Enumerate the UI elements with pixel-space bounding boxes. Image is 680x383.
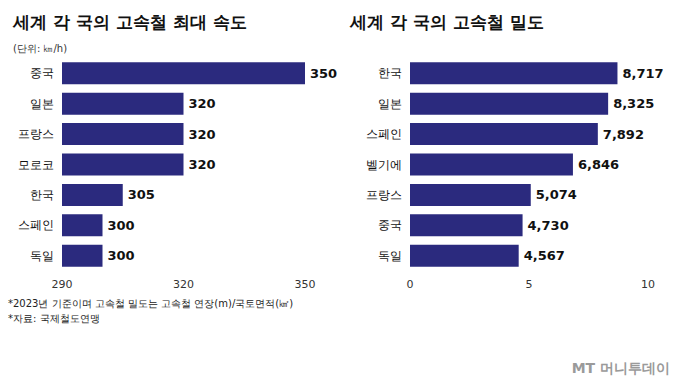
svg-text:350: 350 (310, 66, 337, 81)
svg-text:*자료: 국제철도연맹: *자료: 국제철도연맹 (8, 313, 100, 324)
svg-text:320: 320 (173, 278, 194, 291)
svg-text:0: 0 (407, 278, 414, 291)
svg-text:모로코: 모로코 (18, 158, 54, 172)
svg-text:스페인: 스페인 (18, 218, 54, 232)
svg-text:4,567: 4,567 (524, 248, 565, 263)
svg-text:320: 320 (189, 157, 216, 172)
svg-text:독일: 독일 (30, 249, 54, 263)
svg-text:4,730: 4,730 (528, 218, 569, 233)
svg-text:10: 10 (641, 278, 655, 291)
svg-text:일본: 일본 (378, 97, 402, 111)
svg-text:MT 머니투데이: MT 머니투데이 (572, 360, 670, 376)
svg-text:320: 320 (189, 127, 216, 142)
svg-text:세계 각 국의 고속철 밀도: 세계 각 국의 고속철 밀도 (349, 12, 544, 32)
svg-text:6,846: 6,846 (578, 157, 619, 172)
svg-text:8,325: 8,325 (613, 96, 654, 111)
svg-text:독일: 독일 (378, 249, 402, 263)
svg-text:320: 320 (189, 96, 216, 111)
svg-text:세계 각 국의 고속철 최대 속도: 세계 각 국의 고속철 최대 속도 (12, 12, 247, 32)
svg-text:*2023년 기준이며 고속철 밀도는 고속철 연장(m)/: *2023년 기준이며 고속철 밀도는 고속철 연장(m)/국토면적(㎢) (8, 298, 293, 309)
svg-text:300: 300 (108, 248, 135, 263)
svg-text:벨기에: 벨기에 (366, 158, 402, 172)
svg-text:스페인: 스페인 (366, 127, 402, 141)
svg-text:305: 305 (128, 187, 155, 202)
svg-text:중국: 중국 (30, 66, 54, 80)
svg-text:7,892: 7,892 (603, 127, 644, 142)
svg-text:8,717: 8,717 (622, 66, 663, 81)
svg-text:중국: 중국 (378, 218, 402, 232)
svg-text:5,074: 5,074 (536, 187, 577, 202)
svg-text:프랑스: 프랑스 (18, 127, 54, 141)
svg-text:한국: 한국 (30, 188, 54, 202)
svg-text:290: 290 (52, 278, 73, 291)
svg-text:한국: 한국 (378, 66, 402, 80)
svg-text:프랑스: 프랑스 (366, 188, 402, 202)
svg-text:350: 350 (295, 278, 316, 291)
svg-text:일본: 일본 (30, 97, 54, 111)
svg-text:(단위: ㎞/h): (단위: ㎞/h) (13, 43, 67, 54)
svg-text:300: 300 (108, 218, 135, 233)
svg-text:5: 5 (526, 278, 533, 291)
